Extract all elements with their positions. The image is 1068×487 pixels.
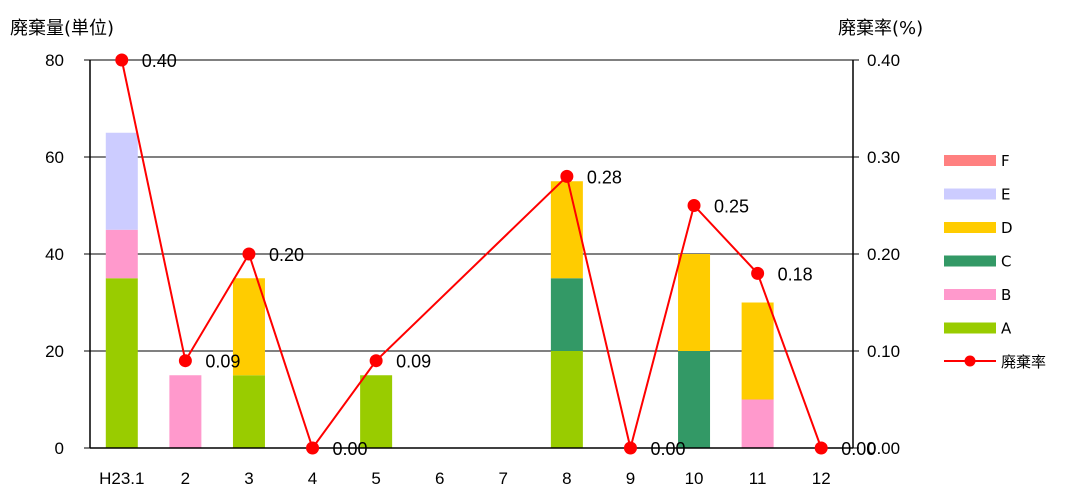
x-tick-label: 7 [499, 469, 508, 487]
legend-label: C [1001, 253, 1011, 271]
x-tick-label: 11 [749, 469, 767, 487]
legend-swatch-A [944, 322, 996, 334]
x-tick-label: 8 [562, 469, 571, 487]
legend-swatch-F [944, 155, 996, 166]
bar-A [550, 351, 583, 448]
bar-E [105, 132, 138, 230]
y-tick-label: 0 [55, 439, 64, 458]
legend-swatch-B [944, 289, 996, 300]
bar-B [169, 375, 202, 448]
y-tick-label: 80 [45, 51, 64, 70]
y2-tick-label: 0.00 [867, 439, 900, 458]
legend-label: B [1001, 286, 1011, 304]
bar-D [678, 254, 711, 351]
rate-point [751, 266, 765, 280]
x-tick-label: 4 [308, 469, 317, 487]
legend-label: F [1001, 152, 1010, 170]
rate-point [687, 199, 701, 212]
right-axis-title: 廃棄率(%) [838, 18, 923, 39]
rate-label: 0.09 [205, 352, 240, 372]
x-tick-label: 6 [435, 469, 444, 487]
bar-B [105, 229, 138, 279]
x-tick-label: 3 [244, 469, 253, 487]
bar-D [232, 278, 265, 376]
y-tick-label: 60 [45, 148, 64, 167]
y-tick-label: 40 [45, 245, 64, 264]
x-tick-label: 5 [371, 469, 380, 487]
bar-A [360, 375, 393, 448]
rate-label: 0.25 [714, 197, 749, 217]
legend-swatch-E [944, 188, 996, 200]
legend-label: D [1001, 219, 1013, 237]
rate-point [814, 441, 828, 455]
y2-tick-label: 0.30 [867, 148, 900, 167]
legend-label: A [1001, 320, 1012, 338]
rate-point [369, 354, 383, 368]
rate-label: 0.00 [841, 439, 876, 459]
x-tick-label: 9 [626, 469, 635, 487]
rate-point [306, 441, 320, 455]
y2-tick-label: 0.20 [867, 245, 900, 264]
bar-A [232, 375, 265, 448]
legend-swatch-C [944, 255, 996, 267]
y2-tick-label: 0.10 [867, 342, 900, 361]
legend-label: 廃棄率 [1001, 353, 1046, 371]
legend-line-marker [964, 355, 976, 367]
y2-tick-label: 0.40 [867, 51, 900, 70]
x-tick-label: 2 [181, 469, 190, 487]
legend-swatch-D [944, 222, 996, 233]
rate-label: 0.20 [269, 245, 304, 265]
rate-point [242, 247, 256, 261]
bar-D [550, 181, 583, 279]
bars [105, 132, 774, 448]
gridlines [90, 59, 853, 352]
rate-label: 0.40 [142, 51, 177, 71]
left-axis-title: 廃棄量(単位) [10, 18, 114, 39]
bar-C [678, 351, 711, 448]
rate-label: 0.28 [587, 167, 622, 187]
bar-A [105, 278, 138, 448]
data-labels: 0.40 0.09 0.20 0.00 0.09 0.28 0.00 0.25 0.18 0.00 [142, 51, 876, 459]
bar-D [741, 302, 774, 400]
bar-C [550, 278, 583, 351]
rate-point [623, 441, 637, 455]
rate-label: 0.00 [650, 439, 685, 459]
axes: 0 20 40 60 80 0.00 0.10 0.20 0.30 0.40 H23.1 2 3 4 5 6 7… [45, 51, 900, 487]
rate-label: 0.09 [396, 352, 431, 372]
legend-label: E [1001, 186, 1010, 204]
rate-line [115, 53, 828, 455]
rate-label: 0.18 [778, 264, 813, 284]
rate-label: 0.00 [333, 439, 368, 459]
rate-point [560, 169, 574, 183]
y-tick-label: 20 [45, 342, 64, 361]
rate-line-path [120, 59, 823, 451]
x-tick-label: 10 [685, 469, 704, 487]
x-tick-label: H23.1 [99, 469, 144, 487]
x-tick-label: 12 [812, 469, 831, 487]
bar-B [741, 399, 774, 448]
rate-point [115, 53, 129, 67]
rate-point [178, 354, 192, 368]
